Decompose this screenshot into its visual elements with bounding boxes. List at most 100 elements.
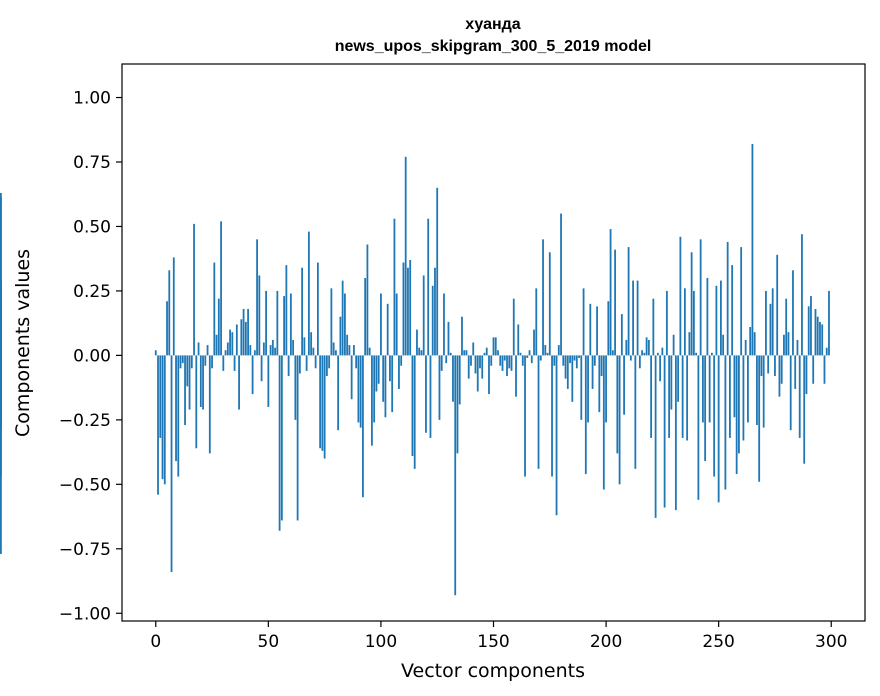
bar-197: [598, 355, 601, 413]
bar-173: [544, 345, 547, 356]
x-axis: 0 50 100 150 200 250 300: [150, 621, 847, 652]
bar-259: [738, 355, 740, 454]
bar-81: [337, 355, 340, 431]
bar-272: [767, 355, 770, 374]
bar-182: [564, 355, 567, 379]
bar-222: [654, 355, 657, 518]
bar-261: [742, 355, 745, 441]
bar-84: [343, 293, 346, 356]
bar-45: [256, 239, 258, 356]
bar-57: [283, 296, 286, 356]
bar-190: [582, 288, 585, 356]
bar-88: [353, 345, 355, 356]
bar-230: [672, 334, 675, 356]
x-tick-label: 300: [815, 632, 847, 652]
bar-167: [530, 355, 533, 364]
bar-291: [810, 296, 812, 356]
bar-110: [402, 262, 405, 356]
bar-211: [629, 355, 632, 361]
bar-236: [686, 355, 689, 441]
bar-130: [447, 321, 450, 356]
bar-220: [650, 355, 653, 438]
bar-231: [674, 355, 677, 511]
bar-78: [330, 288, 333, 356]
bar-123: [431, 285, 434, 356]
bar-244: [704, 355, 707, 462]
bar-97: [373, 355, 376, 423]
bar-213: [634, 355, 637, 469]
bar-28: [217, 298, 220, 356]
bar-40: [244, 321, 247, 356]
y-tick-label: −0.25: [59, 411, 111, 431]
bar-161: [517, 324, 520, 356]
chart-title: хуанда: [465, 16, 521, 33]
bar-90: [357, 355, 360, 423]
bar-12: [181, 355, 184, 364]
bar-207: [620, 314, 623, 356]
bar-202: [609, 229, 612, 356]
bar-55: [278, 355, 281, 531]
bar-299: [828, 290, 830, 356]
bar-284: [794, 355, 797, 389]
bar-250: [717, 355, 720, 503]
bar-61: [292, 339, 295, 356]
bar-292: [812, 355, 815, 384]
bar-164: [524, 355, 526, 477]
bar-235: [683, 288, 686, 356]
bar-66: [303, 337, 306, 356]
bar-117: [418, 347, 421, 356]
bar-232: [677, 355, 680, 402]
bar-242: [699, 239, 702, 356]
bar-198: [600, 355, 603, 377]
bar-25: [211, 355, 213, 369]
y-tick-label: −0.50: [59, 475, 111, 495]
bar-273: [769, 303, 772, 356]
bar-141: [472, 342, 475, 356]
bar-11: [179, 355, 182, 369]
bar-72: [316, 262, 319, 356]
bar-275: [774, 355, 776, 377]
bar-99: [377, 355, 380, 384]
bar-116: [416, 329, 418, 356]
bar-8: [172, 257, 175, 356]
bar-2: [159, 355, 162, 438]
bar-128: [443, 293, 445, 356]
bar-162: [519, 352, 522, 356]
bar-253: [724, 355, 727, 490]
bar-283: [792, 270, 794, 356]
bar-39: [242, 308, 245, 356]
bar-271: [765, 290, 767, 356]
bar-51: [269, 345, 272, 356]
bar-195: [593, 355, 596, 366]
bar-225: [661, 347, 664, 356]
bar-296: [821, 324, 824, 356]
bar-5: [166, 301, 168, 356]
bar-95: [368, 347, 371, 356]
bar-166: [528, 350, 531, 356]
y-tick-label: 1.00: [73, 89, 111, 109]
bar-107: [395, 293, 398, 356]
bar-260: [740, 247, 743, 356]
bar-148: [488, 355, 490, 395]
bar-62: [294, 355, 297, 420]
bar-277: [778, 355, 781, 397]
bar-233: [679, 236, 682, 356]
bar-undefined: [0, 198, 2, 356]
y-axis: −1.00 −0.75 −0.50 −0.25 0.00 0.25 0.50 0.75 1.00: [59, 89, 122, 624]
bar-56: [280, 355, 283, 521]
bar-119: [422, 275, 425, 356]
bar-69: [310, 332, 313, 356]
bar-109: [400, 355, 403, 366]
bar-258: [735, 355, 738, 475]
bar-172: [542, 239, 544, 356]
y-tick-label: 0.75: [73, 153, 111, 173]
bar-146: [483, 352, 486, 356]
bar-171: [539, 355, 542, 361]
bar-17: [193, 223, 195, 356]
bar-48: [262, 342, 265, 356]
bar-212: [632, 280, 634, 356]
bar-293: [814, 308, 817, 356]
bar-70: [312, 347, 315, 356]
bar-1: [157, 355, 159, 495]
